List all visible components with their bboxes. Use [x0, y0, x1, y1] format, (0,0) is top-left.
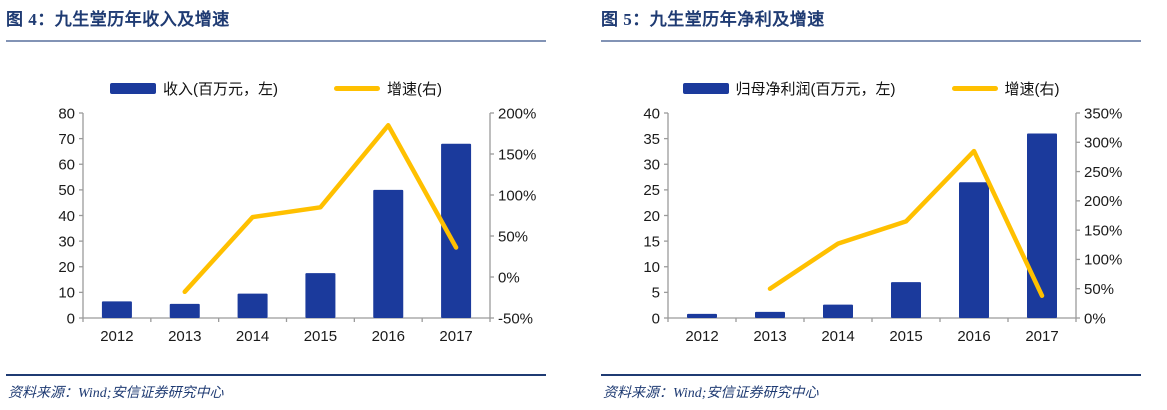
bar-2015 — [305, 273, 336, 318]
bar-2014 — [237, 293, 268, 318]
right-axis-tick-label: 300% — [1084, 135, 1122, 152]
x-axis-label-2016: 2016 — [957, 328, 990, 345]
legend-label-revenue: 收入(百万元，左) — [163, 80, 278, 98]
left-axis-tick-label: 20 — [643, 208, 660, 225]
figure-4-source: 资料来源：Wind;安信证券研究中心 — [8, 386, 224, 401]
figure-5-panel: 图 5：九生堂历年净利及增速 归母净利润(百万元，左) 增速(右) 0 5 10 15… — [601, 0, 1146, 410]
legend-item-netprofit: 归母净利润(百万元，左) — [682, 78, 896, 99]
figure-4-legend: 收入(百万元，左) 增速(右) — [6, 78, 546, 98]
right-axis-tick-label: 50% — [498, 228, 528, 245]
bar-series-swatch — [682, 82, 729, 94]
left-axis-tick-label: 25 — [643, 182, 660, 199]
revenue-growth-chart: 0 10 20 30 40 50 60 70 80 -50% 0% 50% 100% 150% 200% 20… — [58, 105, 536, 345]
bar-2017 — [441, 143, 472, 318]
legend-item-growth: 增速(右) — [951, 78, 1060, 99]
bar-2012 — [687, 313, 717, 318]
x-axis-label-2017: 2017 — [1025, 328, 1058, 345]
growth-line — [767, 148, 1045, 298]
legend-item-revenue: 收入(百万元，左) — [110, 78, 278, 99]
x-axis-label-2013: 2013 — [168, 328, 201, 345]
left-axis-tick-label: 20 — [58, 259, 75, 276]
title-divider — [6, 40, 546, 42]
right-axis-tick-label: 100% — [1084, 252, 1122, 269]
x-axis-label-2016: 2016 — [372, 328, 405, 345]
bar-2013 — [755, 311, 785, 318]
netprofit-growth-chart: 0 5 10 15 20 25 30 35 40 0% 50% 100% 150% 200% 250% 300… — [643, 105, 1122, 345]
left-axis-tick-label: 5 — [652, 285, 660, 302]
figure-5-legend: 归母净利润(百万元，左) 增速(右) — [601, 78, 1141, 98]
left-axis-tick-label: 0 — [652, 310, 660, 327]
growth-line — [182, 123, 459, 295]
bar-2015 — [891, 282, 921, 318]
left-axis-tick-label: 60 — [58, 157, 75, 174]
bar-2013 — [169, 303, 200, 318]
x-axis-label-2012: 2012 — [685, 328, 718, 345]
right-axis-tick-label: 200% — [1084, 193, 1122, 210]
source-divider — [601, 374, 1141, 376]
line-series-swatch — [334, 85, 380, 91]
legend-label-growth: 增速(右) — [1004, 80, 1060, 98]
right-axis-tick-label: 150% — [1084, 222, 1122, 239]
left-axis-tick-label: 35 — [643, 131, 660, 148]
left-axis-tick-label: 0 — [67, 310, 75, 327]
legend-item-growth: 增速(右) — [334, 78, 442, 99]
figure-4-title: 图 4：九生堂历年收入及增速 — [6, 10, 230, 29]
x-axis-label-2012: 2012 — [100, 328, 133, 345]
source-divider — [6, 374, 546, 376]
right-axis-tick-label: 0% — [498, 269, 520, 286]
left-axis-tick-label: 40 — [643, 105, 660, 122]
legend-label-netprofit: 归母净利润(百万元，左) — [735, 80, 896, 98]
right-axis-tick-label: 350% — [1084, 105, 1122, 122]
figure-4-panel: 图 4：九生堂历年收入及增速 收入(百万元，左) 增速(右) 0 10 20 30 40… — [6, 0, 551, 410]
left-axis-tick-label: 80 — [58, 105, 75, 122]
x-axis-label-2014: 2014 — [236, 328, 269, 345]
figure-5-source: 资料来源：Wind;安信证券研究中心 — [603, 386, 819, 401]
legend-label-growth: 增速(右) — [387, 80, 442, 98]
x-axis-label-2015: 2015 — [889, 328, 922, 345]
x-axis-label-2013: 2013 — [753, 328, 786, 345]
left-axis-tick-label: 70 — [58, 131, 75, 148]
right-axis-tick-label: 250% — [1084, 164, 1122, 181]
bar-series-swatch — [110, 82, 156, 94]
right-axis-tick-label: 0% — [1084, 310, 1106, 327]
bar-2016 — [373, 189, 404, 318]
x-axis-label-2015: 2015 — [304, 328, 337, 345]
right-axis-tick-label: 200% — [498, 105, 536, 122]
left-axis-tick-label: 50 — [58, 182, 75, 199]
x-axis-label-2017: 2017 — [439, 328, 472, 345]
left-axis-tick-label: 30 — [58, 233, 75, 250]
bar-2012 — [101, 301, 132, 318]
left-axis-tick-label: 30 — [643, 157, 660, 174]
bar-2016 — [959, 182, 989, 318]
figure-5-title: 图 5：九生堂历年净利及增速 — [601, 10, 825, 29]
line-series-swatch — [951, 85, 998, 91]
x-axis-label-2014: 2014 — [821, 328, 854, 345]
bar-2017 — [1027, 133, 1057, 318]
bar-2014 — [823, 304, 853, 318]
right-axis-tick-label: 100% — [498, 187, 536, 204]
left-axis-tick-label: 15 — [643, 233, 660, 250]
left-axis-tick-label: 10 — [58, 285, 75, 302]
right-axis-tick-label: -50% — [498, 310, 533, 327]
left-axis-tick-label: 40 — [58, 208, 75, 225]
left-axis-tick-label: 10 — [643, 259, 660, 276]
title-divider — [601, 40, 1141, 42]
right-axis-tick-label: 150% — [498, 146, 536, 163]
right-axis-tick-label: 50% — [1084, 281, 1114, 298]
